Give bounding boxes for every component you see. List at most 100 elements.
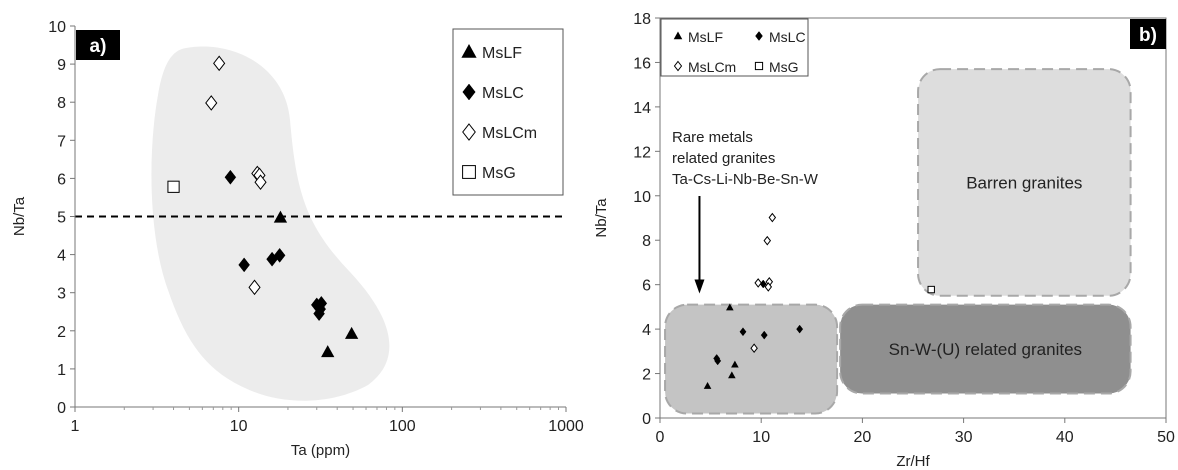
- y-tick-label: 2: [57, 324, 66, 341]
- data-point: [248, 279, 261, 296]
- data-point: [731, 360, 739, 368]
- x-axis-label: Ta (ppm): [291, 442, 350, 459]
- y-tick-label: 0: [642, 411, 651, 428]
- y-tick-label: 3: [57, 286, 66, 303]
- y-tick-label: 10: [48, 19, 66, 36]
- data-point: [927, 285, 935, 294]
- region-1: [839, 303, 1132, 395]
- y-tick-label: 16: [633, 55, 651, 72]
- legend-label: MsLF: [482, 45, 522, 62]
- annotation-line: Ta-Cs-Li-Nb-Be-Sn-W: [672, 171, 819, 188]
- y-tick-label: 12: [633, 144, 651, 161]
- data-point: [273, 247, 286, 263]
- y-axis-label: Nb/Ta: [11, 196, 28, 236]
- series-msg: [167, 180, 180, 193]
- legend-marker: [462, 123, 476, 141]
- plot-frame: [659, 17, 1167, 419]
- x-tick-label: 1: [71, 418, 80, 435]
- panel-tag: a): [90, 36, 107, 57]
- y-axis-label: Nb/Ta: [593, 198, 610, 238]
- region-2: [917, 68, 1132, 297]
- data-envelope: [151, 46, 390, 401]
- y-tick-label: 18: [633, 11, 651, 28]
- chart-panel-b: Sn-W-(U) related granites Barren granites…: [593, 11, 1175, 470]
- y-tick-label: 1: [57, 362, 66, 379]
- legend-label: MsLC: [482, 85, 524, 102]
- data-point: [273, 210, 288, 223]
- legend-marker: [755, 31, 763, 41]
- legend-marker: [461, 44, 477, 58]
- y-tick-label: 0: [57, 400, 66, 417]
- x-tick-label: 30: [955, 429, 973, 446]
- data-point: [760, 330, 768, 340]
- x-tick-label: 10: [230, 418, 248, 435]
- series-mslcm: [750, 212, 777, 354]
- data-point: [768, 212, 777, 223]
- x-tick-label: 20: [854, 429, 872, 446]
- data-point: [763, 235, 772, 246]
- data-point: [344, 326, 359, 339]
- data-point: [714, 356, 722, 366]
- x-tick-label: 10: [752, 429, 770, 446]
- panel-tag-box: [76, 30, 120, 60]
- series-mslf: [273, 210, 359, 358]
- x-tick-label: 100: [389, 418, 416, 435]
- data-point: [764, 282, 773, 292]
- region-label: Sn-W-(U) related granites: [889, 340, 1082, 359]
- y-tick-label: 9: [57, 57, 66, 74]
- data-point: [224, 169, 237, 185]
- x-tick-label: 1000: [548, 418, 584, 435]
- legend-label: MsLC: [769, 29, 806, 45]
- data-point: [238, 257, 250, 273]
- y-tick-label: 2: [642, 367, 651, 384]
- legend-label: MsLCm: [482, 125, 537, 142]
- legend-label: MsLCm: [688, 59, 736, 75]
- data-point: [703, 382, 712, 389]
- legend-box: [660, 18, 809, 77]
- series-mslc: [713, 279, 804, 366]
- data-point: [739, 327, 747, 337]
- data-point: [726, 303, 734, 311]
- y-tick-label: 6: [57, 171, 66, 188]
- legend-marker: [754, 61, 764, 71]
- legend: MsLF MsLC MsLCm MsG: [660, 18, 809, 77]
- y-tick-label: 14: [633, 100, 651, 117]
- annotation-line: related granites: [672, 150, 775, 167]
- data-point: [314, 301, 327, 317]
- x-tick-label: 50: [1157, 429, 1175, 446]
- legend-marker: [673, 60, 683, 72]
- series-msg: [927, 285, 935, 294]
- data-point: [754, 278, 762, 288]
- data-point: [321, 345, 335, 358]
- legend-marker: [462, 83, 476, 101]
- data-point: [728, 371, 736, 379]
- legend-label: MsG: [769, 59, 799, 75]
- panel-tag: b): [1139, 25, 1157, 46]
- panel-tag-box: [1130, 19, 1166, 49]
- data-point: [205, 95, 218, 111]
- data-point: [213, 55, 226, 72]
- annotation-arrow-head: [694, 279, 705, 294]
- legend-label: MsLF: [688, 29, 723, 45]
- y-tick-label: 7: [57, 133, 66, 150]
- x-tick-label: 40: [1056, 429, 1074, 446]
- y-tick-label: 8: [57, 95, 66, 112]
- series-mslf: [703, 303, 739, 389]
- series-mslc: [224, 169, 328, 322]
- data-point: [254, 174, 267, 191]
- region-label: Barren granites: [966, 173, 1082, 192]
- legend: MsLF MsLC MsLCm MsG: [452, 28, 564, 196]
- data-point: [796, 324, 804, 334]
- y-tick-label: 8: [642, 233, 651, 250]
- data-point: [167, 180, 180, 193]
- y-tick-label: 10: [633, 189, 651, 206]
- x-tick-label: 0: [656, 429, 665, 446]
- x-axis-label: Zr/Hf: [896, 453, 930, 470]
- legend-marker: [673, 31, 683, 40]
- series-mslcm: [205, 55, 267, 296]
- region-0: [664, 303, 839, 415]
- data-point: [750, 343, 758, 354]
- y-tick-label: 4: [642, 322, 651, 339]
